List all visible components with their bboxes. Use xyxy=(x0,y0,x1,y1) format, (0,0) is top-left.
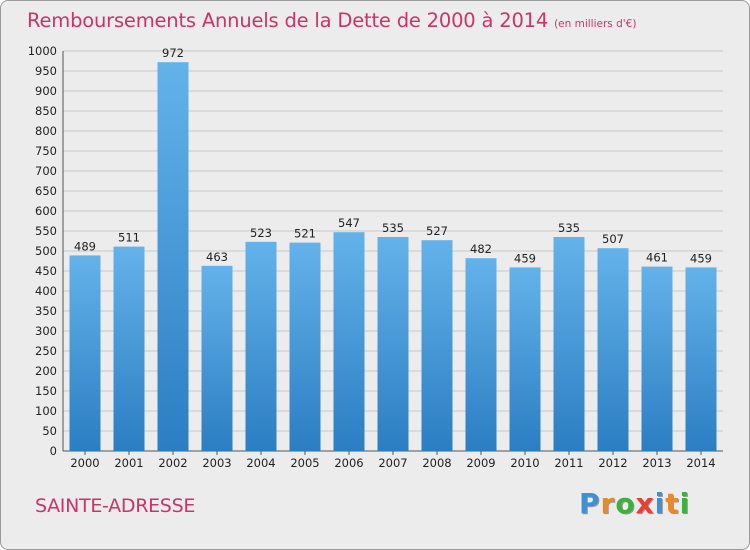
logo-letter: i xyxy=(654,487,666,520)
y-tick-label: 350 xyxy=(35,304,57,318)
bar xyxy=(113,246,145,451)
commune-name: SAINTE-ADRESSE xyxy=(35,495,196,517)
data-label: 459 xyxy=(514,251,536,265)
x-tick-label: 2012 xyxy=(598,456,627,470)
y-tick-label: 650 xyxy=(35,184,57,198)
y-tick-label: 450 xyxy=(35,264,57,278)
bar xyxy=(509,267,541,451)
x-tick-label: 2001 xyxy=(114,456,143,470)
y-tick-label: 1000 xyxy=(28,44,57,58)
bar xyxy=(597,248,629,451)
data-label: 535 xyxy=(558,221,580,235)
bar xyxy=(289,242,321,451)
y-tick-label: 400 xyxy=(35,284,57,298)
y-tick-label: 150 xyxy=(35,384,57,398)
x-tick-label: 2004 xyxy=(246,456,275,470)
y-tick-label: 50 xyxy=(42,424,57,438)
x-tick-label: 2010 xyxy=(510,456,539,470)
data-label: 547 xyxy=(338,216,360,230)
bar xyxy=(333,232,365,451)
logo-letter: r xyxy=(600,487,616,520)
proxiti-logo: Proxiti xyxy=(579,487,690,520)
bar xyxy=(421,240,453,451)
x-tick-label: 2007 xyxy=(378,456,407,470)
bar xyxy=(245,241,277,451)
x-tick-labels: 2000 2001 2002 2003 2004 2005 2006 2007 2008 2009… xyxy=(70,456,715,470)
y-tick-label: 250 xyxy=(35,344,57,358)
y-tick-label: 0 xyxy=(50,444,57,458)
logo-letter: o xyxy=(615,487,636,520)
logo-letter: i xyxy=(679,487,691,520)
data-label: 461 xyxy=(646,251,668,265)
x-tick-label: 2011 xyxy=(554,456,583,470)
y-tick-label: 100 xyxy=(35,404,57,418)
bar xyxy=(685,267,717,451)
x-tick-label: 2002 xyxy=(158,456,187,470)
bar xyxy=(465,258,497,451)
bar xyxy=(641,266,673,451)
x-tick-label: 2009 xyxy=(466,456,495,470)
y-tick-label: 300 xyxy=(35,324,57,338)
bar xyxy=(553,237,585,451)
logo-letter: x xyxy=(635,487,655,520)
data-label: 527 xyxy=(426,224,448,238)
y-tick-label: 950 xyxy=(35,64,57,78)
y-tick-label: 550 xyxy=(35,224,57,238)
data-label: 972 xyxy=(162,46,184,60)
data-label: 521 xyxy=(294,227,316,241)
bar xyxy=(69,255,101,451)
bar xyxy=(157,62,189,451)
x-tick-label: 2000 xyxy=(70,456,99,470)
data-label: 507 xyxy=(602,232,624,246)
logo-letter: P xyxy=(579,487,601,520)
y-tick-label: 600 xyxy=(35,204,57,218)
y-tick-label: 750 xyxy=(35,144,57,158)
data-label: 535 xyxy=(382,221,404,235)
data-label: 482 xyxy=(470,242,492,256)
x-tick-label: 2003 xyxy=(202,456,231,470)
y-tick-label: 500 xyxy=(35,244,57,258)
x-tick-label: 2013 xyxy=(642,456,671,470)
chart-subtitle: (en milliers d'€) xyxy=(554,18,637,30)
x-tick-label: 2014 xyxy=(686,456,715,470)
y-tick-label: 200 xyxy=(35,364,57,378)
chart-title-block: Remboursements Annuels de la Dette de 20… xyxy=(27,9,636,32)
x-tick-label: 2006 xyxy=(334,456,363,470)
data-label: 523 xyxy=(250,226,272,240)
data-label: 459 xyxy=(690,251,712,265)
bar xyxy=(377,237,409,451)
x-tick-label: 2008 xyxy=(422,456,451,470)
y-tick-label: 850 xyxy=(35,104,57,118)
bars xyxy=(69,62,717,451)
y-tick-label: 800 xyxy=(35,124,57,138)
data-label: 489 xyxy=(74,239,96,253)
x-tick-label: 2005 xyxy=(290,456,319,470)
y-tick-label: 900 xyxy=(35,84,57,98)
bar xyxy=(201,265,233,451)
y-tick-labels: 0 50 100 150 200 250 300 350 400 450 500 550 600 650 7… xyxy=(28,44,57,458)
data-labels: 489 511 972 463 523 521 547 535 527 482 459 535 507 4… xyxy=(74,46,712,265)
data-label: 511 xyxy=(118,231,140,245)
logo-letter: t xyxy=(665,487,680,520)
data-label: 463 xyxy=(206,250,228,264)
y-tick-label: 700 xyxy=(35,164,57,178)
chart-title: Remboursements Annuels de la Dette de 20… xyxy=(27,9,549,32)
